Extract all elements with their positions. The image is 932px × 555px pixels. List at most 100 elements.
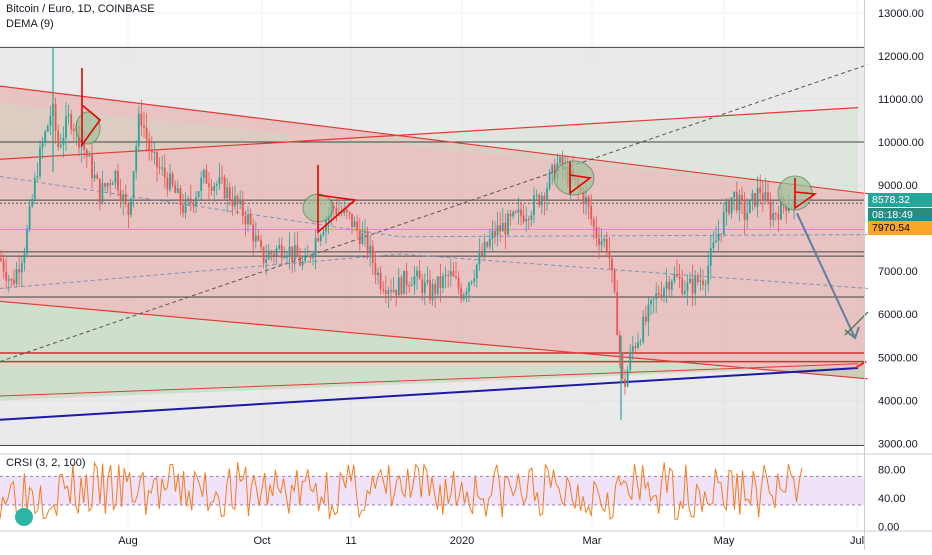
- candle-body: [54, 104, 57, 131]
- candle-body: [202, 169, 205, 178]
- candle-body: [345, 209, 348, 213]
- pattern-triangle: [569, 162, 593, 195]
- candle-body: [491, 230, 494, 239]
- candle-body: [717, 233, 720, 241]
- candle-body: [221, 177, 223, 179]
- green-zone-upper: [0, 103, 858, 194]
- candle-body: [699, 280, 702, 282]
- candle-body: [234, 196, 236, 207]
- candle-body: [117, 170, 119, 191]
- candle-body: [452, 271, 455, 277]
- candle-body: [618, 335, 621, 354]
- symbol-title: Bitcoin / Euro, 1D, COINBASE: [6, 3, 155, 15]
- y-tick-label: 5000.00: [878, 352, 918, 364]
- candle-body: [657, 293, 660, 295]
- candle-body: [5, 271, 8, 281]
- candle-body: [254, 235, 257, 242]
- candle-body: [561, 156, 564, 170]
- candle-body: [335, 207, 338, 215]
- candle-body: [592, 219, 595, 227]
- candle-body: [681, 278, 684, 294]
- candle-body: [379, 272, 382, 289]
- candle-body: [431, 284, 434, 300]
- candle-body: [468, 282, 470, 292]
- candle-body: [262, 247, 265, 263]
- candle-body: [150, 150, 153, 153]
- candle-body: [670, 281, 673, 290]
- candle-body: [400, 277, 403, 294]
- candle-body: [59, 144, 62, 147]
- candle-body: [748, 199, 751, 214]
- candle-body: [481, 252, 483, 256]
- candle-body: [392, 289, 395, 292]
- candle-body: [605, 238, 608, 252]
- candle-body: [28, 205, 31, 230]
- candle-body: [423, 282, 426, 294]
- candle-body: [642, 316, 645, 342]
- candle-body: [647, 304, 650, 322]
- rsi-tick-label: 80.00: [878, 464, 906, 476]
- candle-body: [509, 213, 512, 217]
- candle-body: [540, 195, 543, 206]
- candle-body: [733, 191, 736, 198]
- candle-body: [369, 245, 372, 254]
- candle-body: [195, 197, 197, 206]
- candle-body: [361, 233, 364, 245]
- candle-body: [184, 201, 187, 214]
- candle-body: [143, 125, 145, 128]
- tradingview-logo: [15, 508, 33, 526]
- candle-body: [475, 264, 478, 279]
- candle-body: [314, 238, 317, 256]
- candle-body: [462, 294, 465, 300]
- candle-body: [595, 226, 598, 239]
- x-tick-label: May: [714, 535, 735, 547]
- candle-body: [36, 176, 39, 178]
- candle-body: [436, 276, 439, 294]
- candle-body: [280, 245, 283, 258]
- candle-body: [514, 211, 517, 213]
- candle-body: [158, 167, 161, 169]
- candle-body: [200, 177, 203, 192]
- candle-body: [746, 213, 749, 220]
- candle-body: [226, 187, 229, 199]
- candle-body: [663, 288, 665, 298]
- candle-body: [270, 252, 273, 254]
- candle-body: [161, 167, 164, 169]
- candle-body: [247, 214, 249, 225]
- candle-body: [403, 270, 405, 294]
- candle-body: [127, 203, 130, 215]
- candle-body: [429, 280, 431, 300]
- candle-body: [18, 269, 21, 273]
- candle-body: [507, 213, 509, 235]
- candle-body: [483, 242, 486, 256]
- candle-body: [252, 224, 255, 242]
- candle-body: [31, 199, 34, 206]
- pattern-triangle: [317, 165, 357, 234]
- candle-body: [629, 351, 632, 370]
- candle-body: [668, 281, 671, 290]
- candle-body: [546, 188, 548, 201]
- candle-body: [10, 279, 13, 281]
- candle-body: [244, 216, 247, 225]
- candle-body: [223, 177, 226, 199]
- x-tick-label: 11: [345, 535, 356, 547]
- rsi-tick-label: 40.00: [878, 493, 906, 505]
- candle-body: [101, 183, 104, 203]
- candle-body: [296, 245, 299, 258]
- candle-body: [551, 164, 554, 173]
- candle-body: [319, 235, 322, 241]
- candle-body: [57, 130, 60, 147]
- candle-body: [655, 293, 658, 300]
- diagonal-dashed-line: [0, 64, 869, 363]
- candle-body: [166, 177, 169, 190]
- candle-body: [371, 245, 374, 264]
- candle-body: [145, 127, 148, 139]
- candle-body: [517, 209, 520, 213]
- projection-arrow: [796, 212, 856, 339]
- candle-body: [598, 238, 600, 246]
- candle-body: [215, 184, 218, 186]
- candle-body: [709, 247, 712, 266]
- candle-body: [343, 209, 346, 214]
